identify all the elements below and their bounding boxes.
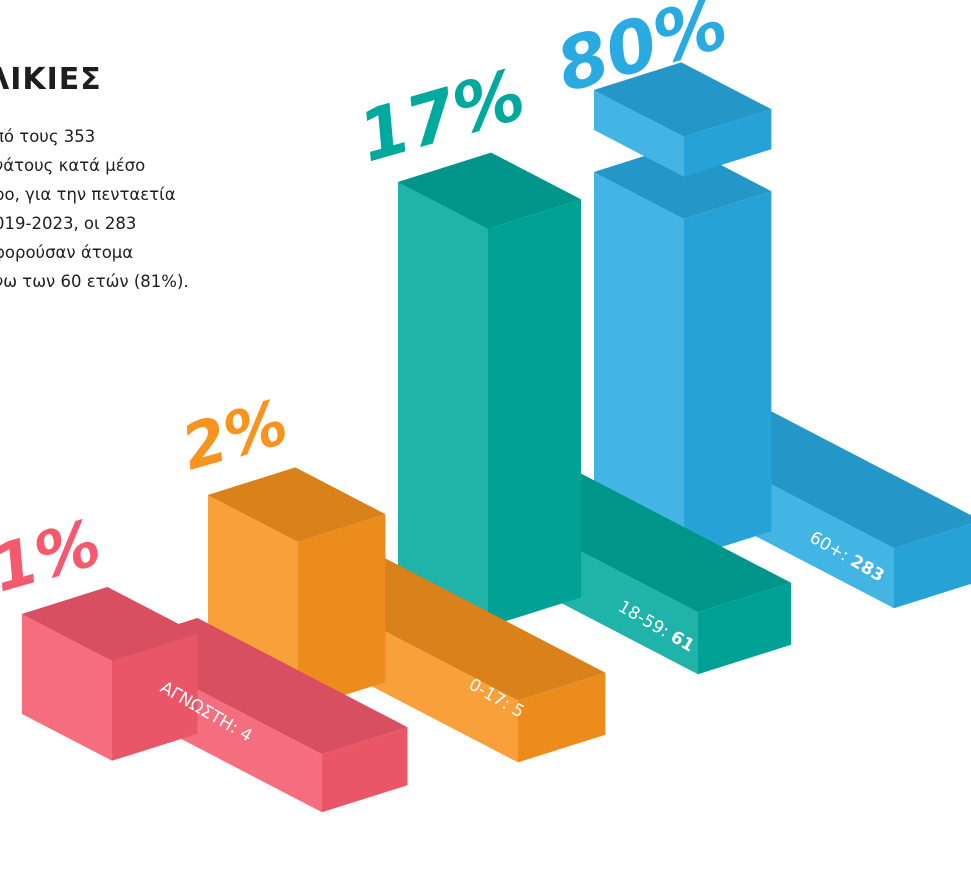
bar-tower-age-60-plus-top-face <box>594 144 772 219</box>
bar-arm-age-18-59-right-face <box>698 582 792 675</box>
bar-tower-age-18-59-front-face <box>398 182 488 627</box>
description-line: πό τους 353 <box>0 127 96 146</box>
description-line: 019-2023, οι 283 <box>0 214 137 233</box>
bar-tower-age-18-59-right-face <box>488 199 582 627</box>
bar-tower-unknown-top-face <box>22 587 198 661</box>
bar-tower-unknown-right-face <box>112 633 198 761</box>
page-title: ΛΙΚΙΕΣ <box>0 62 102 97</box>
bar-tower-age-18-59 <box>398 152 582 627</box>
bar-cap-age-60-plus-front-face <box>594 90 684 177</box>
description-line: νω των 60 ετών (81%). <box>0 272 189 291</box>
bar-arm-unknown-right-face <box>322 727 408 813</box>
chart-layer: 1%2%17%80%ΑΓΝΩΣΤΗ: 4 0-17: 518-59: 6160+:… <box>0 0 971 813</box>
bar-age-0-17 <box>208 467 606 763</box>
bar-tower-age-0-17-right-face <box>298 514 386 710</box>
description-line: φορούσαν άτομα <box>0 243 134 262</box>
bar-tower-age-18-59-top-face <box>398 152 582 229</box>
percentage-label-age-18-59: 17% <box>350 53 534 178</box>
description-line: νάτους κατά μέσο <box>0 156 146 175</box>
bar-unknown <box>22 587 408 813</box>
description-line: ρο, για την πενταετία <box>0 185 176 204</box>
bar-tower-unknown <box>22 587 198 761</box>
bar-arm-age-0-17-right-face <box>518 672 606 763</box>
bar-tower-age-60-plus-right-face <box>684 191 772 559</box>
bar-cap-age-60-plus <box>594 62 772 177</box>
bar-age-60-plus <box>594 62 971 609</box>
bar-cap-age-60-plus-right-face <box>684 109 772 177</box>
description: πό τους 353 νάτους κατά μέσο ρο, για την… <box>0 122 252 296</box>
percentage-label-age-0-17: 2% <box>174 385 295 484</box>
bar-age-18-59 <box>398 152 792 675</box>
bar-tower-age-60-plus-front-face <box>594 172 684 559</box>
bar-tower-age-60-plus <box>594 144 772 559</box>
bar-cap-age-60-plus-top-face <box>594 62 772 137</box>
bar-tower-unknown-front-face <box>22 614 112 761</box>
bar-tower-age-0-17-top-face <box>208 467 386 542</box>
bar-arm-age-60-plus-right-face <box>894 523 971 609</box>
